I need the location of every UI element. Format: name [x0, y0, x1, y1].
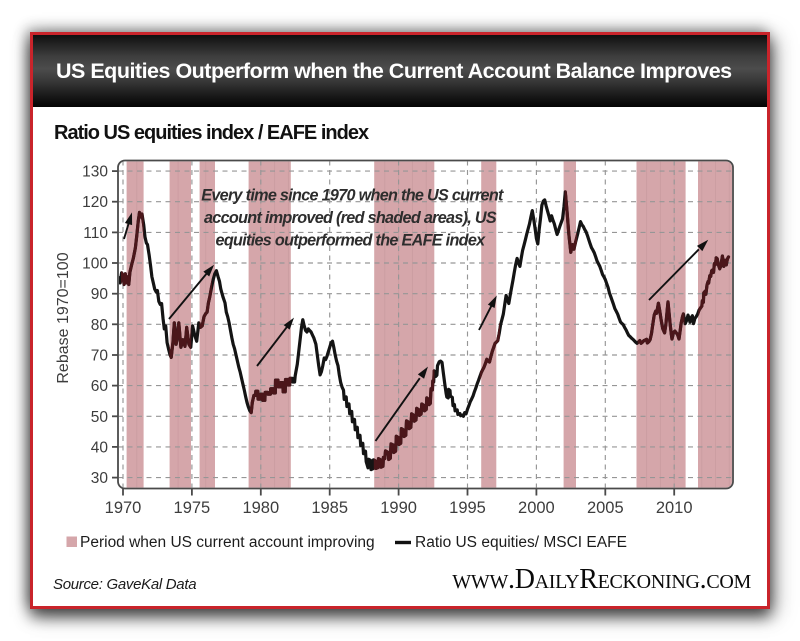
svg-text:1995: 1995 — [449, 499, 486, 517]
svg-text:60: 60 — [91, 378, 109, 395]
svg-text:2000: 2000 — [518, 499, 555, 517]
svg-text:110: 110 — [83, 225, 108, 242]
svg-text:account improved (red shaded a: account improved (red shaded areas), US — [204, 209, 497, 227]
svg-text:120: 120 — [82, 194, 108, 211]
svg-text:1970: 1970 — [105, 499, 142, 517]
svg-text:Period when US current account: Period when US current account improving — [80, 534, 375, 551]
svg-text:1975: 1975 — [174, 499, 211, 517]
svg-text:Every time since 1970 when the: Every time since 1970 when the US curren… — [201, 187, 504, 205]
svg-text:80: 80 — [91, 317, 109, 334]
svg-text:70: 70 — [91, 348, 109, 365]
svg-text:30: 30 — [91, 470, 109, 487]
svg-text:100: 100 — [82, 256, 108, 273]
svg-text:Rebase 1970=100: Rebase 1970=100 — [55, 252, 72, 383]
svg-text:130: 130 — [82, 164, 108, 181]
svg-text:50: 50 — [91, 409, 109, 426]
svg-text:90: 90 — [91, 286, 109, 303]
svg-text:40: 40 — [91, 439, 109, 456]
svg-text:2005: 2005 — [587, 499, 624, 517]
svg-text:1990: 1990 — [380, 499, 417, 517]
svg-text:1980: 1980 — [242, 499, 279, 517]
svg-text:Ratio US equities/ MSCI EAFE: Ratio US equities/ MSCI EAFE — [415, 534, 627, 551]
svg-text:1985: 1985 — [311, 499, 348, 517]
svg-text:2010: 2010 — [656, 499, 693, 517]
svg-text:equities outperformed the EAFE: equities outperformed the EAFE index — [216, 232, 487, 250]
